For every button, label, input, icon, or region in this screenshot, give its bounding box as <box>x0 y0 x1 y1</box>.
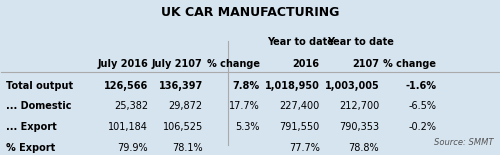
Text: 25,382: 25,382 <box>114 101 148 111</box>
Text: 1,003,005: 1,003,005 <box>324 81 380 91</box>
Text: -1.6%: -1.6% <box>406 81 436 91</box>
Text: % change: % change <box>384 59 436 69</box>
Text: 791,550: 791,550 <box>280 122 320 132</box>
Text: 136,397: 136,397 <box>158 81 203 91</box>
Text: 29,872: 29,872 <box>168 101 203 111</box>
Text: 7.8%: 7.8% <box>233 81 260 91</box>
Text: Year to date: Year to date <box>268 37 334 47</box>
Text: % change: % change <box>207 59 260 69</box>
Text: 2107: 2107 <box>352 59 380 69</box>
Text: July 2107: July 2107 <box>152 59 203 69</box>
Text: Year to date: Year to date <box>327 37 394 47</box>
Text: % Export: % Export <box>6 142 56 153</box>
Text: 78.1%: 78.1% <box>172 142 203 153</box>
Text: July 2016: July 2016 <box>98 59 148 69</box>
Text: 126,566: 126,566 <box>104 81 148 91</box>
Text: 5.3%: 5.3% <box>236 122 260 132</box>
Text: 78.8%: 78.8% <box>348 142 380 153</box>
Text: 790,353: 790,353 <box>339 122 380 132</box>
Text: UK CAR MANUFACTURING: UK CAR MANUFACTURING <box>161 6 339 19</box>
Text: Total output: Total output <box>6 81 73 91</box>
Text: -0.2%: -0.2% <box>408 122 436 132</box>
Text: 212,700: 212,700 <box>339 101 380 111</box>
Text: Source: SMMT: Source: SMMT <box>434 138 494 147</box>
Text: -6.5%: -6.5% <box>408 101 436 111</box>
Text: 1,018,950: 1,018,950 <box>264 81 320 91</box>
Text: 101,184: 101,184 <box>108 122 148 132</box>
Text: 106,525: 106,525 <box>162 122 203 132</box>
Text: 77.7%: 77.7% <box>288 142 320 153</box>
Text: 227,400: 227,400 <box>280 101 320 111</box>
Text: ... Export: ... Export <box>6 122 57 132</box>
Text: 79.9%: 79.9% <box>118 142 148 153</box>
Text: 17.7%: 17.7% <box>229 101 260 111</box>
Text: 2016: 2016 <box>292 59 320 69</box>
Text: ... Domestic: ... Domestic <box>6 101 72 111</box>
